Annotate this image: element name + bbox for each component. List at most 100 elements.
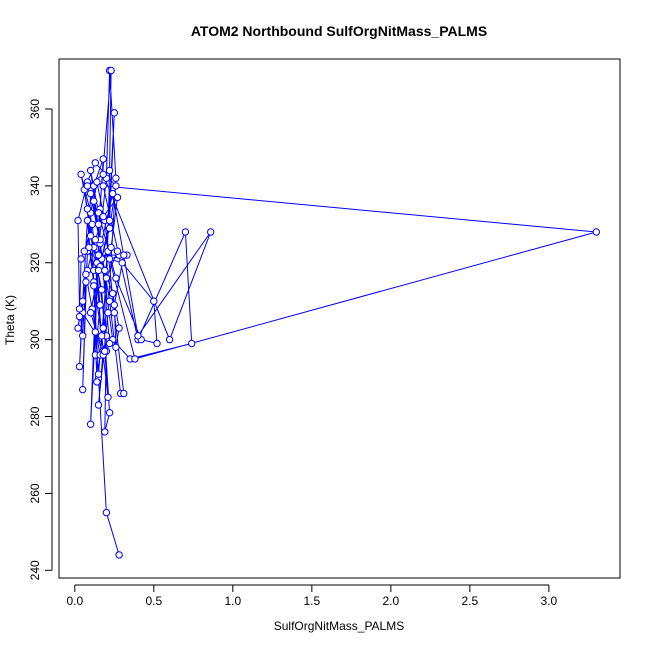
data-point (94, 266, 103, 275)
data-point (105, 166, 114, 175)
data-point (99, 170, 107, 179)
data-point (91, 159, 100, 167)
data-point (107, 66, 115, 75)
data-point (82, 270, 90, 278)
y-tick-label: 360 (28, 99, 42, 119)
x-tick-label: 2.5 (462, 594, 479, 608)
data-point (134, 332, 142, 340)
data-point (99, 182, 107, 190)
data-point (105, 224, 114, 232)
data-point (99, 212, 107, 221)
x-tick-label: 2.0 (383, 594, 400, 608)
data-point (82, 278, 90, 286)
data-point (112, 274, 120, 282)
data-point (150, 297, 158, 305)
data-point (115, 551, 123, 559)
data-point (101, 347, 109, 355)
chart-title: ATOM2 Northbound SulfOrgNitMass_PALMS (191, 23, 487, 39)
data-point (101, 266, 109, 275)
data-point (83, 182, 92, 190)
data-point (77, 170, 85, 179)
data-point (181, 228, 190, 236)
data-point (86, 166, 95, 175)
data-point (592, 228, 600, 236)
data-point (165, 335, 174, 344)
data-point (93, 378, 101, 386)
data-point (102, 508, 111, 517)
data-point (79, 332, 87, 340)
data-point (207, 228, 215, 236)
data-point (88, 220, 96, 229)
x-tick-label: 3.0 (541, 594, 558, 608)
data-point (91, 236, 100, 244)
data-point (105, 255, 114, 263)
data-point (94, 251, 103, 259)
x-tick-label: 1.0 (224, 594, 241, 608)
y-tick-label: 240 (28, 560, 42, 580)
data-point (94, 401, 103, 409)
y-tick-label: 320 (28, 252, 42, 272)
x-tick-label: 1.5 (304, 594, 321, 608)
data-point (99, 324, 107, 332)
data-point (93, 178, 101, 186)
data-point (110, 309, 119, 317)
data-point (105, 339, 114, 348)
x-tick-label: 0.5 (145, 594, 162, 608)
y-tick-label: 340 (28, 176, 42, 196)
data-point (110, 109, 119, 117)
data-point (112, 343, 120, 351)
data-point (113, 193, 122, 202)
data-point (75, 312, 84, 321)
x-axis-label: SulfOrgNitMass_PALMS (274, 619, 404, 633)
data-point (94, 370, 103, 378)
x-tick-label: 0.0 (66, 594, 83, 608)
data-point (94, 220, 103, 229)
y-axis: 240 260 280 300 320 340 360 (28, 99, 53, 580)
data-point (77, 255, 85, 263)
data-point (104, 393, 112, 401)
data-point (104, 309, 112, 317)
data-point (110, 301, 119, 309)
data-point (86, 189, 95, 198)
data-point (83, 205, 92, 213)
plot-frame (58, 58, 621, 579)
data-point (120, 251, 128, 259)
data-point (74, 216, 82, 225)
data-point (131, 355, 139, 363)
data-point (96, 301, 104, 309)
data-point (91, 328, 100, 336)
data-point (102, 274, 111, 282)
data-point (105, 409, 114, 417)
data-point (94, 209, 103, 217)
data-point (79, 385, 87, 394)
data-point (83, 216, 92, 225)
data-point (105, 216, 114, 225)
data-point (105, 297, 114, 305)
y-tick-label: 260 (28, 483, 42, 503)
data-point (153, 339, 161, 348)
data-point (75, 305, 84, 313)
data-point (188, 339, 196, 348)
data-point (101, 428, 109, 436)
data-point (86, 309, 95, 317)
data-point (112, 182, 120, 190)
y-axis-label: Theta (K) (3, 295, 17, 345)
data-point (79, 297, 87, 305)
data-point (98, 286, 106, 294)
data-point (120, 389, 128, 398)
data-point (98, 332, 106, 340)
data-point (115, 324, 123, 332)
data-point (109, 289, 117, 298)
series-layer (74, 66, 600, 559)
data-point (80, 247, 89, 255)
data-point (118, 259, 126, 267)
data-point (109, 189, 117, 198)
y-tick-label: 300 (28, 329, 42, 349)
data-point (74, 324, 82, 332)
data-point (90, 282, 98, 290)
data-point (90, 197, 98, 205)
data-point (75, 362, 84, 371)
data-point (86, 420, 95, 428)
